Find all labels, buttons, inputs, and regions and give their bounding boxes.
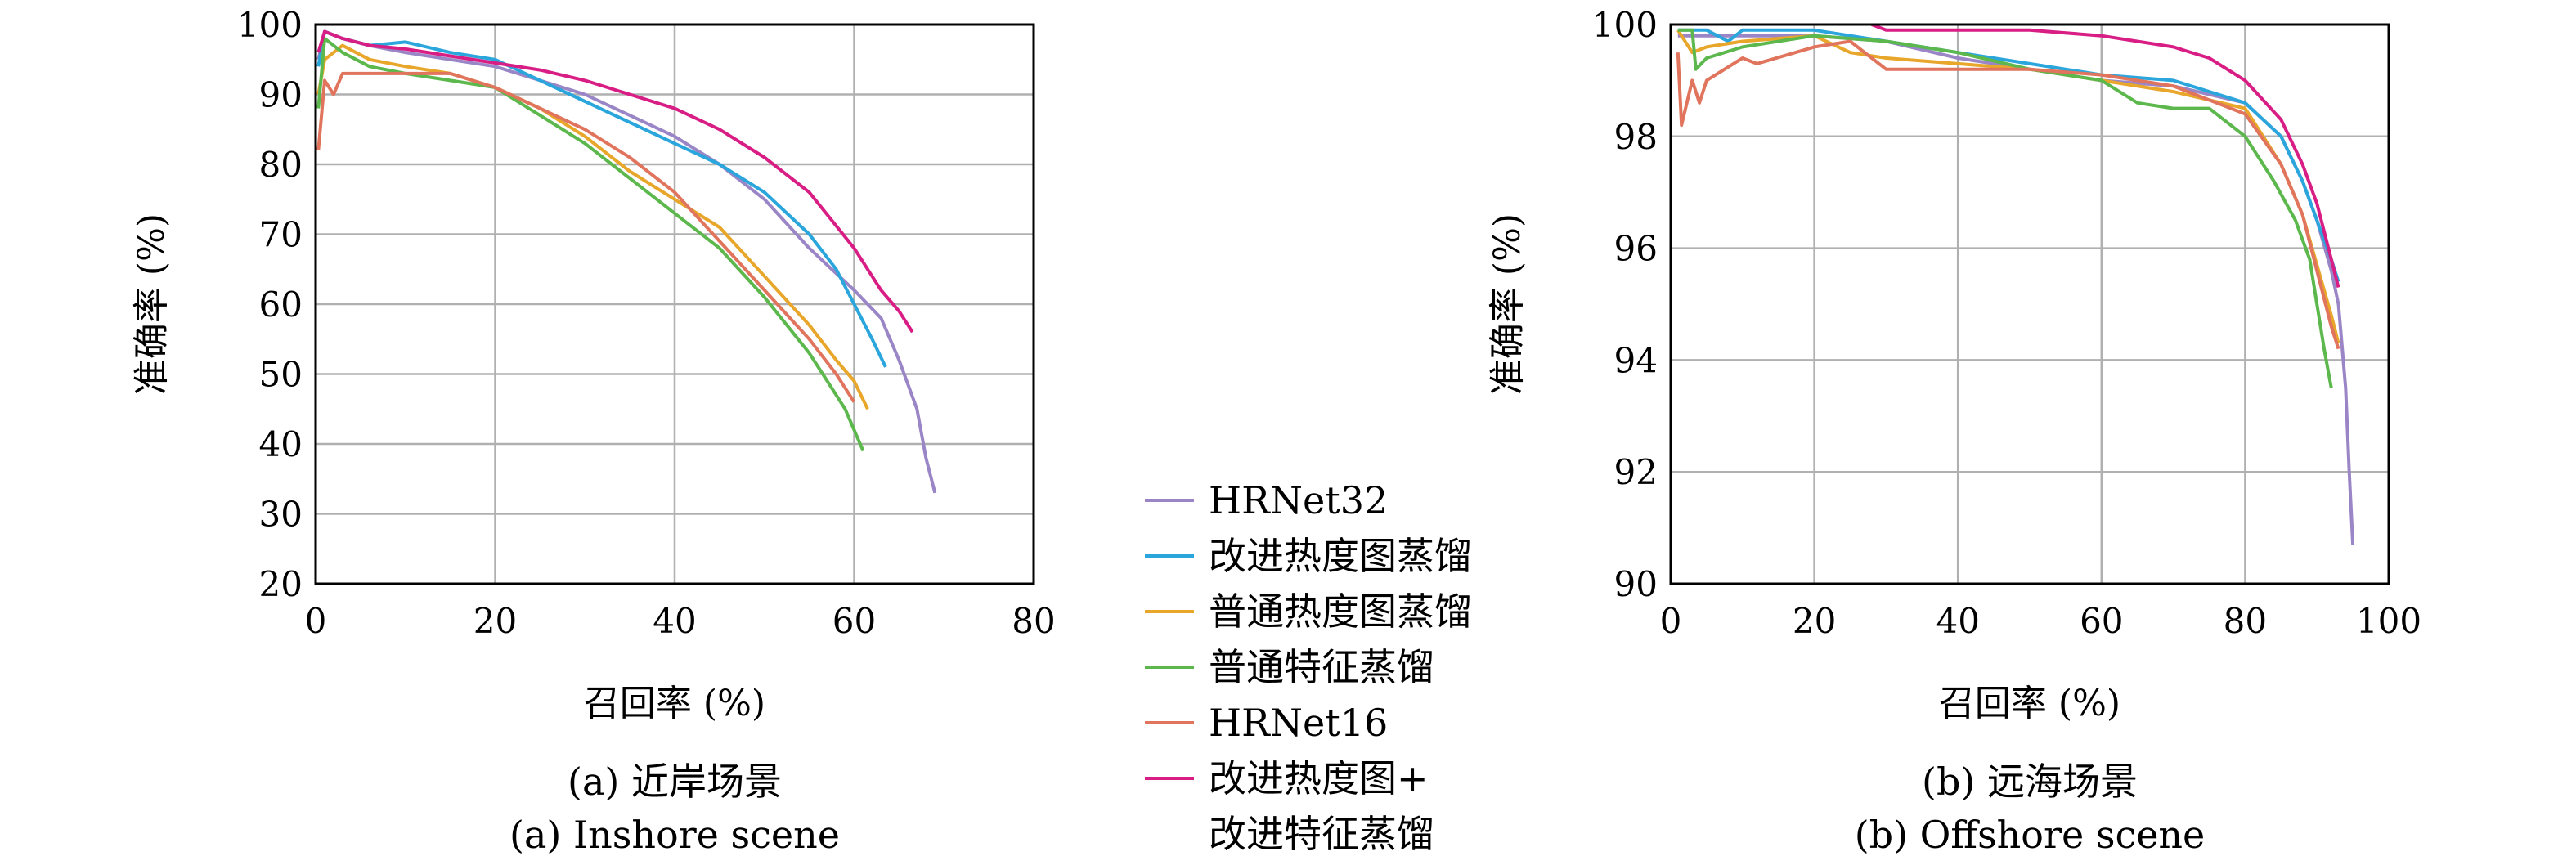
x-axis-label: 召回率 (%) bbox=[584, 683, 765, 724]
x-axis-label: 召回率 (%) bbox=[1939, 683, 2120, 724]
legend-label: 改进热度图+ bbox=[1209, 756, 1429, 800]
chart-offshore: 0 20 40 60 80 100 90 92 94 96 98 100 召回率 (%) 准确率 (%) (… bbox=[1487, 5, 2421, 857]
y-tick-label: 98 bbox=[1614, 117, 1658, 157]
plot-frame bbox=[314, 23, 1035, 585]
y-tick-label: 60 bbox=[259, 285, 303, 325]
caption-english: (a) Inshore scene bbox=[509, 813, 840, 857]
series-line bbox=[1677, 34, 2355, 545]
series-line bbox=[1677, 28, 2340, 283]
x-tick-label: 20 bbox=[1793, 601, 1836, 641]
caption-english: (b) Offshore scene bbox=[1855, 813, 2206, 857]
y-tick-label: 100 bbox=[1592, 5, 1658, 45]
x-tick-label: 40 bbox=[1936, 601, 1979, 641]
legend-label: 普通热度图蒸馏 bbox=[1209, 589, 1472, 634]
series-line bbox=[1871, 25, 2340, 288]
legend-label: 普通特征蒸馏 bbox=[1209, 645, 1434, 689]
series-line bbox=[1677, 28, 2333, 388]
y-tick-label: 50 bbox=[259, 355, 303, 395]
plot-frame bbox=[1669, 23, 2390, 585]
x-tick-label: 80 bbox=[1012, 601, 1055, 641]
legend-label-continued: 改进特征蒸馏 bbox=[1209, 812, 1434, 856]
y-axis-label: 准确率 (%) bbox=[1487, 213, 1528, 395]
x-tick-label: 0 bbox=[1660, 601, 1682, 641]
y-tick-label: 20 bbox=[259, 564, 303, 604]
y-tick-label: 96 bbox=[1614, 229, 1658, 269]
series-line bbox=[316, 29, 914, 334]
x-tick-label: 0 bbox=[305, 601, 327, 641]
series-line bbox=[1676, 39, 2340, 350]
y-tick-label: 94 bbox=[1614, 340, 1658, 380]
x-tick-label: 20 bbox=[473, 601, 517, 641]
legend-label: HRNet16 bbox=[1209, 701, 1388, 745]
y-tick-label: 90 bbox=[259, 75, 303, 115]
y-tick-label: 100 bbox=[237, 5, 303, 45]
legend-label: HRNet32 bbox=[1209, 478, 1388, 522]
series-line bbox=[316, 29, 937, 494]
y-axis-label: 准确率 (%) bbox=[131, 213, 173, 395]
caption-chinese: (b) 远海场景 bbox=[1922, 760, 2138, 804]
series-line bbox=[316, 37, 865, 452]
y-tick-label: 30 bbox=[259, 495, 303, 535]
x-tick-label: 100 bbox=[2356, 601, 2421, 641]
series-line bbox=[316, 71, 856, 403]
y-tick-label: 70 bbox=[259, 215, 303, 255]
x-tick-label: 80 bbox=[2224, 601, 2267, 641]
x-tick-label: 60 bbox=[2080, 601, 2123, 641]
legend-label: 改进热度图蒸馏 bbox=[1209, 534, 1472, 578]
x-tick-label: 60 bbox=[832, 601, 876, 641]
series-line bbox=[316, 43, 869, 410]
y-tick-label: 40 bbox=[259, 424, 303, 464]
y-tick-label: 90 bbox=[1614, 564, 1658, 604]
caption-chinese: (a) 近岸场景 bbox=[568, 760, 782, 804]
y-tick-label: 80 bbox=[259, 145, 303, 185]
x-tick-label: 40 bbox=[653, 601, 696, 641]
y-tick-label: 92 bbox=[1614, 452, 1658, 492]
